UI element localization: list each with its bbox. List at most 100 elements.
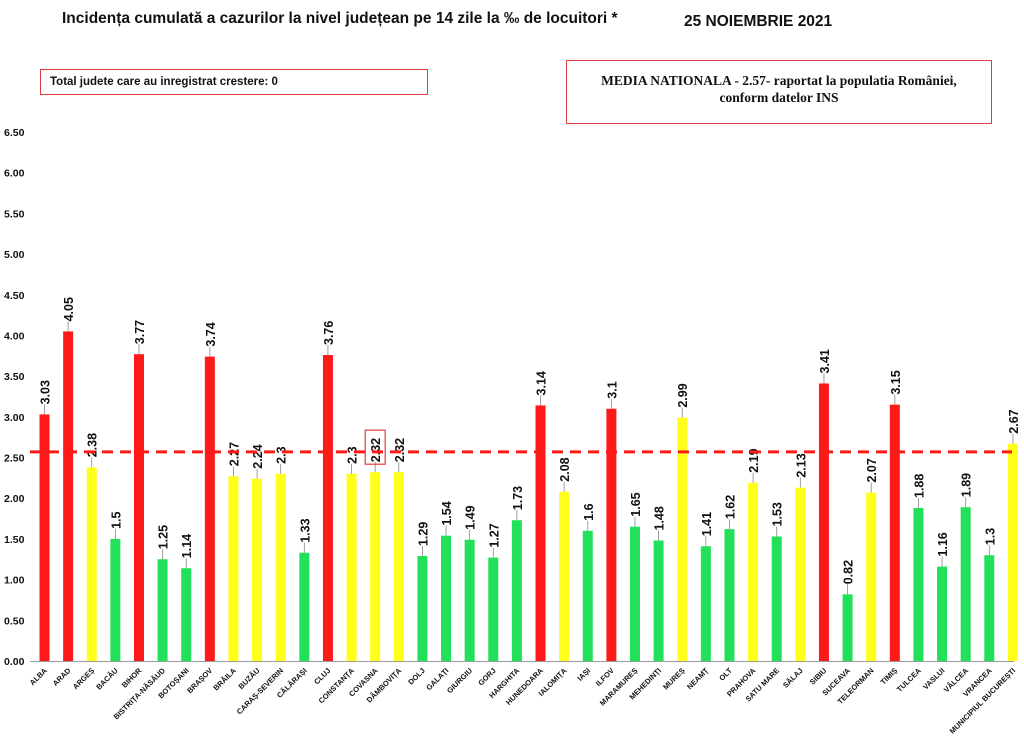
category-label: CLUJ xyxy=(312,666,332,686)
value-label: 1.48 xyxy=(653,506,667,530)
category-label: NEAMȚ xyxy=(685,666,711,692)
value-label: 3.1 xyxy=(605,381,619,398)
bar xyxy=(488,557,499,661)
national-average-note: MEDIA NATIONALA - 2.57- raportat la popu… xyxy=(566,60,992,124)
bar xyxy=(133,354,144,661)
bar xyxy=(889,404,900,661)
bar xyxy=(913,507,924,661)
y-tick-label: 6.00 xyxy=(4,168,25,180)
value-label: 3.15 xyxy=(889,370,903,394)
increase-count-text: Total judete care au inregistrat crester… xyxy=(50,76,278,88)
bar xyxy=(252,478,263,661)
value-label: 1.14 xyxy=(180,534,194,558)
value-label: 1.41 xyxy=(700,512,714,536)
value-label: 2.32 xyxy=(393,438,407,462)
bar xyxy=(535,405,546,661)
value-label: 3.77 xyxy=(133,320,147,344)
y-tick-label: 4.50 xyxy=(4,290,25,302)
value-label: 1.3 xyxy=(983,528,997,545)
value-label: 2.32 xyxy=(369,438,383,462)
bar xyxy=(606,408,617,661)
value-label: 0.82 xyxy=(842,560,856,584)
bar xyxy=(984,555,995,661)
value-label: 2.3 xyxy=(275,446,289,463)
category-label: DOLJ xyxy=(406,666,427,687)
value-label: 2.08 xyxy=(558,457,572,481)
bar xyxy=(771,536,782,661)
y-tick-label: 5.50 xyxy=(4,208,25,220)
national-average-line1: MEDIA NATIONALA - 2.57- raportat la popu… xyxy=(601,73,957,88)
category-label: OLT xyxy=(717,666,734,683)
bar xyxy=(370,472,381,661)
value-label: 1.88 xyxy=(912,474,926,498)
bar xyxy=(748,482,759,661)
value-label: 2.38 xyxy=(86,433,100,457)
bar xyxy=(511,520,522,661)
category-label: BACĂU xyxy=(94,666,120,692)
category-label: MUREȘ xyxy=(661,666,687,692)
bar xyxy=(393,472,404,661)
value-label: 1.53 xyxy=(771,502,785,526)
bar xyxy=(299,552,310,661)
national-average-line2: conform datelor INS xyxy=(719,90,839,105)
value-label: 3.74 xyxy=(204,322,218,346)
category-label: TIMIȘ xyxy=(879,666,900,687)
value-label: 2.99 xyxy=(676,383,690,407)
value-label: 2.07 xyxy=(865,458,879,482)
category-label: SĂLAJ xyxy=(781,666,805,690)
bar xyxy=(1007,443,1018,661)
category-label: GIURGIU xyxy=(445,666,474,695)
value-label: 1.25 xyxy=(157,525,171,549)
bar xyxy=(275,473,286,661)
bar xyxy=(677,417,688,661)
value-label: 1.29 xyxy=(416,522,430,546)
value-label: 2.3 xyxy=(346,446,360,463)
value-label: 2.27 xyxy=(227,442,241,466)
category-label: BRĂILA xyxy=(211,666,238,693)
value-label: 1.54 xyxy=(440,501,454,525)
bar xyxy=(441,535,452,661)
category-label: ARGEȘ xyxy=(71,666,96,691)
bar xyxy=(346,473,357,661)
chart-title: Incidența cumulată a cazurilor la nivel … xyxy=(62,10,618,27)
bar xyxy=(866,492,877,661)
y-tick-label: 1.00 xyxy=(4,575,25,587)
category-label: GORJ xyxy=(476,666,497,687)
value-label: 2.19 xyxy=(747,448,761,472)
category-label: ILFOV xyxy=(594,666,616,688)
y-tick-label: 1.50 xyxy=(4,534,25,546)
bar xyxy=(818,383,829,661)
y-tick-label: 3.50 xyxy=(4,371,25,383)
value-label: 1.5 xyxy=(109,511,123,528)
value-label: 1.73 xyxy=(511,486,525,510)
bar xyxy=(110,538,121,661)
bar xyxy=(795,487,806,661)
value-label: 2.67 xyxy=(1007,409,1021,433)
value-label: 1.16 xyxy=(936,532,950,556)
category-label: TULCEA xyxy=(895,666,923,694)
bar xyxy=(181,568,192,661)
value-label: 1.49 xyxy=(464,505,478,529)
y-tick-label: 6.50 xyxy=(4,127,25,139)
bar xyxy=(937,566,948,661)
bar xyxy=(157,559,168,661)
value-label: 1.65 xyxy=(629,492,643,516)
category-label: SIBIU xyxy=(808,666,829,687)
bar xyxy=(204,356,215,661)
bar xyxy=(842,594,853,661)
y-tick-label: 3.00 xyxy=(4,412,25,424)
y-tick-label: 2.50 xyxy=(4,453,25,465)
y-tick-label: 2.00 xyxy=(4,493,25,505)
value-label: 1.27 xyxy=(487,523,501,547)
bar xyxy=(464,539,475,661)
bar xyxy=(653,540,664,661)
value-label: 1.33 xyxy=(298,518,312,542)
bar xyxy=(63,331,74,661)
category-label: IAȘI xyxy=(575,666,592,683)
y-tick-label: 0.00 xyxy=(4,656,25,668)
y-tick-label: 5.00 xyxy=(4,249,25,261)
value-label: 3.03 xyxy=(39,380,53,404)
bar xyxy=(322,354,333,661)
category-label: ALBA xyxy=(28,666,50,688)
